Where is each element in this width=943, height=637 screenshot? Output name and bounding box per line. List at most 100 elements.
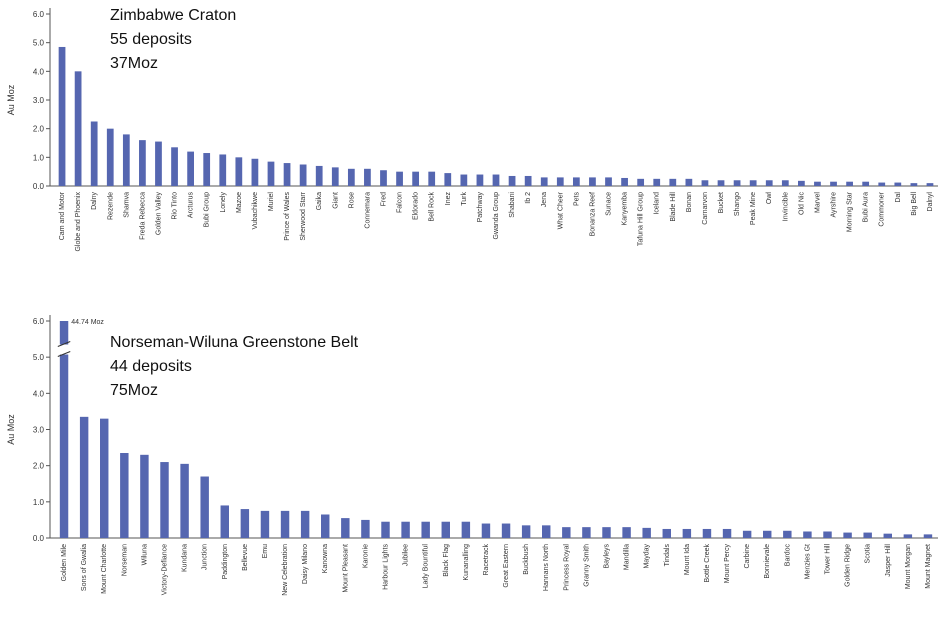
bar <box>280 510 290 538</box>
bar <box>100 418 109 538</box>
x-tick-label: Bardoc <box>784 544 791 567</box>
x-tick-label: Wiluna <box>141 544 148 566</box>
bar <box>701 180 709 186</box>
x-tick-label: Norseman <box>121 544 128 576</box>
bar <box>883 533 892 538</box>
x-tick-label: Prince of Wales <box>284 192 291 241</box>
y-tick-label: 3.0 <box>33 426 45 435</box>
bar <box>605 177 612 186</box>
bar <box>582 527 591 538</box>
x-tick-label: Marvel <box>814 192 821 213</box>
bar <box>171 147 178 186</box>
x-tick-label: Golden Valley <box>155 192 162 236</box>
x-tick-label: Kunanalling <box>463 544 470 581</box>
bar <box>219 154 227 186</box>
x-tick-label: Mazoe <box>236 192 243 213</box>
bar <box>381 521 390 538</box>
bar <box>878 182 886 186</box>
axis-break-line <box>57 351 71 357</box>
x-tick-label: Bubi Group <box>204 192 211 228</box>
x-tick-label: Mount Ida <box>684 544 691 575</box>
bar <box>923 534 933 538</box>
x-tick-label: Turk <box>461 192 468 206</box>
x-tick-label: Arcturus <box>188 192 195 219</box>
x-tick-label: Jasper Hill <box>885 544 892 577</box>
x-tick-label: Mount Pleasant <box>342 544 349 593</box>
bar <box>685 178 693 186</box>
bar <box>347 168 355 186</box>
x-tick-label: Shamva <box>123 192 130 218</box>
bar <box>863 532 872 538</box>
x-tick-label: Princess Royal <box>563 544 570 591</box>
x-tick-label: New Celebration <box>282 544 289 596</box>
x-tick-label: Kanowna <box>322 544 329 573</box>
x-tick-label: Harbour Lights <box>383 544 390 590</box>
x-tick-label: Mount Charlotte <box>101 544 108 594</box>
x-tick-label: Kundana <box>182 544 189 572</box>
bar <box>79 416 89 538</box>
bar <box>59 321 69 538</box>
annotation-deposits: 55 deposits <box>110 31 192 48</box>
x-tick-label: Golden Mile <box>61 544 68 581</box>
x-tick-label: Invincible <box>782 192 789 221</box>
x-tick-label: Pets <box>573 192 580 207</box>
bar <box>361 519 370 538</box>
bar <box>380 170 387 186</box>
bar <box>702 528 712 538</box>
x-tick-label: Scotia <box>865 544 872 564</box>
bar <box>621 177 628 186</box>
x-tick-label: Daisy Milano <box>302 544 309 584</box>
x-tick-label: Lady Bountiful <box>423 544 430 589</box>
y-tick-label: 4.0 <box>33 67 45 76</box>
x-tick-label: Mayday <box>644 544 651 569</box>
bar <box>722 528 732 538</box>
annotation-norseman: Norseman-Wiluna Greenstone Belt 44 depos… <box>110 331 358 403</box>
x-tick-label: Bubi Aura <box>863 192 870 222</box>
bar <box>460 174 468 186</box>
bar <box>300 510 310 538</box>
y-axis-label: Au Moz <box>6 414 16 445</box>
y-tick-label: 2.0 <box>33 125 45 134</box>
x-tick-label: Rio Tinto <box>172 192 179 220</box>
bar <box>662 528 671 538</box>
bar <box>717 180 725 186</box>
x-tick-label: Big Bell <box>911 192 918 216</box>
bar <box>749 180 757 186</box>
bar <box>682 528 692 538</box>
x-tick-label: Commoner <box>879 191 886 226</box>
bar <box>476 174 484 186</box>
bar <box>763 530 772 538</box>
x-tick-label: Bucket <box>718 192 725 213</box>
x-tick-label: Freda Rebecca <box>139 192 146 240</box>
x-tick-label: Vubachikwe <box>252 192 259 230</box>
y-tick-label: 1.0 <box>33 153 45 162</box>
x-tick-label: Fred <box>380 192 387 207</box>
bar <box>412 171 420 186</box>
bar <box>926 183 934 186</box>
x-tick-label: Jena <box>541 192 548 207</box>
x-tick-label: Bottle Creek <box>704 544 711 583</box>
bar <box>481 523 491 538</box>
bar <box>524 175 532 186</box>
annotation-title: Zimbabwe Craton <box>110 7 237 24</box>
x-tick-label: What Cheer <box>557 191 564 229</box>
bar <box>653 178 661 186</box>
y-tick-label: 5.0 <box>33 353 45 362</box>
bar <box>364 168 371 186</box>
x-tick-label: Racetrack <box>483 544 490 576</box>
bar <box>894 182 902 186</box>
x-tick-label: Golden Ridge <box>845 544 852 587</box>
bar <box>572 177 580 186</box>
x-tick-label: Muriel <box>268 192 275 212</box>
bar <box>428 171 436 186</box>
annotation-total: 37Moz <box>110 55 159 72</box>
bar <box>421 521 430 538</box>
annotation-title: Norseman-Wiluna Greenstone Belt <box>110 334 359 351</box>
bar <box>765 180 773 186</box>
bar <box>74 71 82 186</box>
bar <box>669 178 677 186</box>
bar <box>267 161 275 186</box>
bar <box>556 177 564 186</box>
bar <box>139 140 146 186</box>
